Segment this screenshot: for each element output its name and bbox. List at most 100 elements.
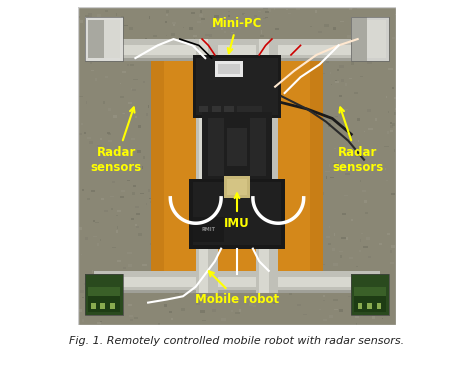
Bar	[339, 255, 342, 258]
Bar	[241, 108, 242, 109]
Bar	[140, 277, 144, 280]
Bar	[209, 118, 224, 176]
Bar	[127, 251, 132, 254]
Bar	[185, 158, 189, 159]
Bar	[250, 162, 254, 163]
Bar	[304, 110, 305, 113]
Bar	[193, 139, 197, 141]
Bar	[123, 169, 124, 171]
Bar	[251, 185, 253, 188]
Bar	[187, 123, 191, 124]
Bar	[270, 210, 273, 211]
Bar	[85, 297, 90, 299]
Bar	[351, 17, 367, 61]
Bar	[244, 283, 248, 286]
Bar	[224, 31, 226, 33]
Bar	[154, 161, 158, 163]
Bar	[177, 163, 180, 164]
Bar	[165, 21, 166, 23]
Bar	[165, 133, 169, 135]
Bar	[191, 61, 195, 62]
Bar	[95, 222, 99, 223]
Bar	[82, 189, 84, 191]
Bar	[298, 106, 302, 108]
Bar	[231, 32, 234, 33]
Bar	[384, 23, 385, 25]
Bar	[312, 154, 316, 157]
Bar	[158, 323, 160, 324]
Bar	[387, 131, 389, 134]
Bar	[208, 224, 212, 226]
Bar	[158, 138, 162, 141]
Bar	[231, 135, 235, 137]
Bar	[224, 145, 228, 147]
Bar	[379, 17, 381, 18]
Bar	[222, 149, 226, 151]
Bar	[378, 274, 381, 278]
Bar	[169, 311, 172, 313]
Bar	[202, 112, 272, 182]
Bar	[88, 14, 92, 16]
Bar	[263, 85, 267, 87]
Bar	[249, 303, 253, 306]
Bar	[391, 193, 395, 195]
Bar	[250, 118, 265, 176]
Bar	[97, 145, 102, 146]
Bar	[202, 320, 206, 322]
Bar	[150, 243, 154, 245]
Bar	[131, 88, 132, 91]
Bar	[335, 80, 337, 81]
Bar	[249, 105, 253, 108]
Text: Mini-PC: Mini-PC	[212, 17, 262, 53]
Bar	[121, 190, 125, 192]
Bar	[173, 57, 177, 58]
Bar	[326, 61, 329, 63]
Bar	[383, 305, 385, 307]
Bar	[383, 22, 386, 26]
Bar	[164, 304, 167, 307]
Bar	[133, 185, 136, 187]
Bar	[187, 237, 191, 239]
Bar	[110, 208, 112, 211]
Bar	[81, 254, 82, 255]
Bar	[201, 18, 205, 20]
Bar	[160, 114, 163, 116]
Bar	[175, 292, 179, 294]
Bar	[142, 166, 143, 169]
Bar	[200, 10, 202, 13]
Bar	[312, 111, 315, 114]
Bar	[235, 160, 238, 162]
Bar	[318, 166, 320, 169]
Bar	[217, 243, 221, 244]
Bar	[100, 321, 101, 322]
Bar	[278, 108, 281, 111]
Bar	[289, 293, 292, 295]
Bar	[273, 302, 276, 304]
Bar	[215, 278, 219, 280]
Bar	[337, 69, 339, 71]
Bar	[308, 235, 311, 236]
Bar	[294, 250, 297, 251]
Bar	[97, 243, 99, 246]
Bar	[307, 47, 310, 50]
Bar	[309, 83, 311, 84]
Bar	[151, 55, 164, 271]
Bar	[158, 49, 316, 277]
Bar	[244, 77, 246, 80]
Bar	[186, 160, 189, 161]
Bar	[215, 61, 243, 77]
Bar	[329, 72, 331, 74]
Bar	[203, 55, 208, 57]
Bar	[288, 265, 290, 266]
Bar	[187, 240, 189, 242]
Bar	[248, 166, 250, 167]
Bar	[229, 287, 233, 289]
Bar	[97, 14, 101, 17]
Bar	[119, 20, 122, 22]
Bar	[340, 292, 342, 293]
Bar	[256, 130, 260, 133]
Bar	[339, 280, 344, 283]
Bar	[353, 8, 357, 9]
Bar	[122, 113, 123, 114]
Bar	[328, 243, 331, 245]
